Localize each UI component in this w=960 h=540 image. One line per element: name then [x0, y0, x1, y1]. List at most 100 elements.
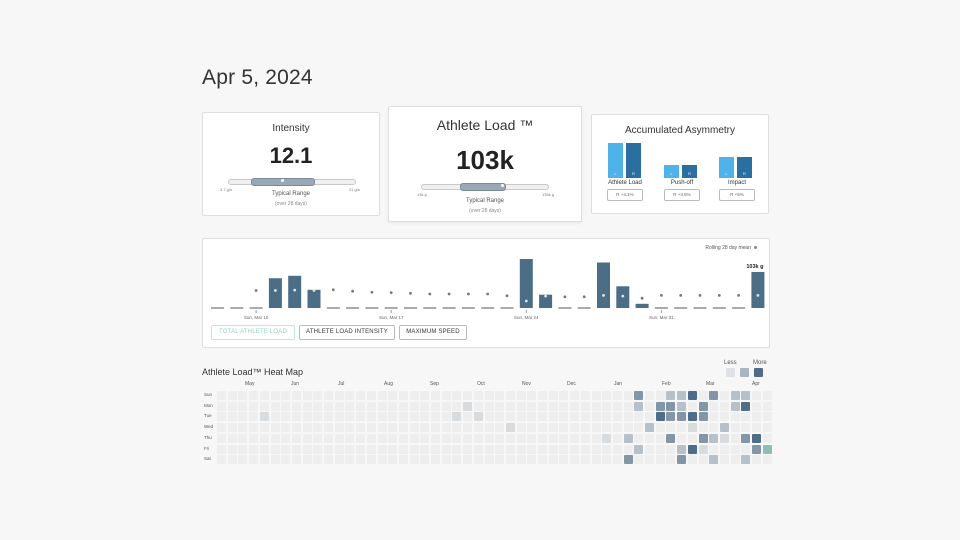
- heatmap-cell[interactable]: [345, 401, 355, 411]
- heatmap-cell[interactable]: [548, 433, 558, 443]
- heatmap-cell[interactable]: [302, 391, 312, 400]
- heatmap-cell[interactable]: [249, 391, 259, 400]
- heatmap-cell[interactable]: [484, 391, 494, 400]
- heatmap-cell[interactable]: [677, 423, 687, 433]
- heatmap-cell[interactable]: [612, 401, 622, 411]
- heatmap-cell[interactable]: [238, 412, 248, 422]
- heatmap-cell[interactable]: [409, 444, 419, 454]
- heatmap-cell[interactable]: [591, 455, 601, 465]
- heatmap-cell[interactable]: [591, 391, 601, 400]
- heatmap-cell[interactable]: [291, 401, 301, 411]
- heatmap-cell[interactable]: [687, 401, 697, 411]
- heatmap-cell[interactable]: [217, 401, 226, 411]
- heatmap-cell[interactable]: [655, 391, 665, 400]
- heatmap-cell[interactable]: [238, 433, 248, 443]
- heatmap-cell[interactable]: [495, 433, 505, 443]
- heatmap-cell[interactable]: [484, 401, 494, 411]
- heatmap-cell[interactable]: [527, 391, 537, 400]
- heatmap-cell[interactable]: [388, 444, 398, 454]
- heatmap-cell[interactable]: [612, 455, 622, 465]
- athlete-load-card[interactable]: Athlete Load ™ 103k 13k g 135k g Typical…: [388, 106, 582, 222]
- heatmap-cell[interactable]: [345, 391, 355, 400]
- heatmap-cell[interactable]: [473, 401, 483, 411]
- heatmap-cell[interactable]: [377, 433, 387, 443]
- heatmap-cell[interactable]: [313, 401, 323, 411]
- heatmap-cell[interactable]: [698, 433, 708, 443]
- heatmap-cell[interactable]: [409, 423, 419, 433]
- heatmap-cell[interactable]: [698, 391, 708, 400]
- heatmap-cell[interactable]: [302, 455, 312, 465]
- heatmap-cell[interactable]: [270, 423, 280, 433]
- heatmap-cell[interactable]: [762, 433, 772, 443]
- heatmap-cell[interactable]: [495, 412, 505, 422]
- heatmap-cell[interactable]: [398, 391, 408, 400]
- heatmap-cell[interactable]: [505, 444, 515, 454]
- heatmap-cell[interactable]: [238, 391, 248, 400]
- heatmap-cell[interactable]: [334, 433, 344, 443]
- heatmap-cell[interactable]: [538, 391, 547, 400]
- heatmap-cell[interactable]: [634, 412, 644, 422]
- heatmap-cell[interactable]: [602, 391, 612, 400]
- heatmap-cell[interactable]: [431, 455, 440, 465]
- heatmap-cell[interactable]: [302, 401, 312, 411]
- heatmap-cell[interactable]: [580, 412, 590, 422]
- heatmap-cell[interactable]: [538, 412, 547, 422]
- heatmap-cell[interactable]: [281, 455, 291, 465]
- heatmap-cell[interactable]: [420, 433, 430, 443]
- heatmap-cell[interactable]: [527, 455, 537, 465]
- heatmap-cell[interactable]: [217, 423, 226, 433]
- heatmap-cell[interactable]: [441, 401, 451, 411]
- heatmap-cell[interactable]: [441, 433, 451, 443]
- heatmap-cell[interactable]: [645, 433, 654, 443]
- heatmap-cell[interactable]: [538, 455, 547, 465]
- heatmap-cell[interactable]: [623, 455, 633, 465]
- heatmap-cell[interactable]: [238, 444, 248, 454]
- heatmap-cell[interactable]: [463, 401, 473, 411]
- heatmap-cell[interactable]: [409, 412, 419, 422]
- heatmap-cell[interactable]: [356, 455, 366, 465]
- heatmap-cell[interactable]: [452, 401, 462, 411]
- heatmap-cell[interactable]: [473, 444, 483, 454]
- heatmap-cell[interactable]: [612, 433, 622, 443]
- heatmap-cell[interactable]: [259, 455, 269, 465]
- heatmap-cell[interactable]: [623, 433, 633, 443]
- heatmap-cell[interactable]: [527, 444, 537, 454]
- heatmap-cell[interactable]: [398, 401, 408, 411]
- heatmap-cell[interactable]: [324, 401, 333, 411]
- heatmap-cell[interactable]: [666, 401, 676, 411]
- heatmap-cell[interactable]: [516, 391, 526, 400]
- heatmap-cell[interactable]: [623, 391, 633, 400]
- heatmap-cell[interactable]: [570, 412, 580, 422]
- heatmap-cell[interactable]: [463, 455, 473, 465]
- heatmap-cell[interactable]: [645, 391, 654, 400]
- heatmap-cell[interactable]: [345, 412, 355, 422]
- heatmap-cell[interactable]: [259, 444, 269, 454]
- heatmap-cell[interactable]: [741, 433, 751, 443]
- heatmap-cell[interactable]: [388, 412, 398, 422]
- heatmap-cell[interactable]: [559, 433, 569, 443]
- heatmap-cell[interactable]: [473, 423, 483, 433]
- heatmap-cell[interactable]: [377, 423, 387, 433]
- heatmap-cell[interactable]: [441, 423, 451, 433]
- heatmap-cell[interactable]: [431, 391, 440, 400]
- heatmap-cell[interactable]: [334, 423, 344, 433]
- heatmap-cell[interactable]: [570, 401, 580, 411]
- heatmap-cell[interactable]: [302, 433, 312, 443]
- heatmap-cell[interactable]: [377, 455, 387, 465]
- heatmap-cell[interactable]: [398, 444, 408, 454]
- heatmap-cell[interactable]: [655, 401, 665, 411]
- heatmap-cell[interactable]: [388, 391, 398, 400]
- heatmap-cell[interactable]: [495, 401, 505, 411]
- heatmap-cell[interactable]: [227, 423, 237, 433]
- heatmap-cell[interactable]: [366, 455, 376, 465]
- heatmap-cell[interactable]: [591, 423, 601, 433]
- load-bar[interactable]: [751, 271, 765, 308]
- heatmap-cell[interactable]: [259, 401, 269, 411]
- heatmap-cell[interactable]: [709, 433, 719, 443]
- heatmap-cell[interactable]: [420, 423, 430, 433]
- heatmap-cell[interactable]: [698, 423, 708, 433]
- heatmap-cell[interactable]: [227, 444, 237, 454]
- heatmap-cell[interactable]: [270, 444, 280, 454]
- heatmap-cell[interactable]: [420, 444, 430, 454]
- heatmap-cell[interactable]: [730, 433, 740, 443]
